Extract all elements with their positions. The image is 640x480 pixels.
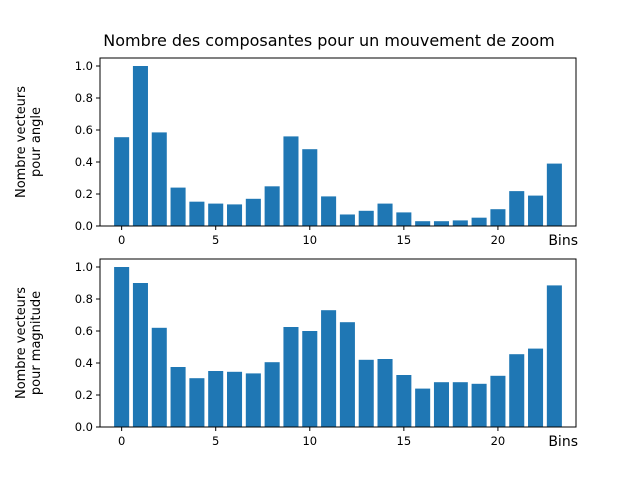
bar-9 [283, 327, 299, 427]
x-axis-label: Bins [548, 233, 578, 249]
bar-17 [433, 382, 449, 427]
x-tick-label: 20 [491, 233, 506, 247]
bar-23 [546, 285, 562, 427]
bar-8 [264, 186, 280, 226]
bar-7 [245, 373, 261, 427]
bar-16 [415, 221, 431, 226]
y-axis-label: Nombre vecteurspour angle [14, 86, 44, 198]
bar-19 [471, 383, 487, 427]
x-tick-label: 20 [491, 434, 506, 448]
bar-2 [151, 327, 167, 427]
x-tick-label: 15 [397, 233, 412, 247]
subplot-2: 0.0 0.2 0.4 0.6 0.8 1.0 0 5 10 15 20 Bins Nombre vec… [14, 258, 578, 450]
bar-1 [132, 283, 148, 427]
y-axis-label: Nombre vecteurspour magnitude [14, 287, 44, 399]
plot-frame [99, 57, 577, 227]
bar-2 [151, 132, 167, 226]
y-axis-label-line: Nombre vecteurs [14, 287, 29, 399]
bar-12 [339, 322, 355, 427]
y-tick-label: 1.0 [75, 59, 93, 73]
bar-15 [396, 375, 412, 427]
plot-frame [99, 258, 577, 428]
y-tick-label: 0.8 [75, 292, 93, 306]
x-tick-label: 15 [397, 434, 412, 448]
bar-11 [321, 310, 337, 427]
bar-23 [546, 163, 562, 226]
subplot-1: 0.0 0.2 0.4 0.6 0.8 1.0 0 5 10 15 20 Bins Nombre vec… [14, 57, 578, 249]
bar-0 [114, 137, 130, 226]
bar-4 [189, 378, 205, 427]
bar-0 [114, 267, 130, 427]
y-tick-label: 0.2 [75, 388, 93, 402]
bar-7 [245, 198, 261, 226]
y-tick-label: 0.2 [75, 187, 93, 201]
bar-10 [302, 331, 318, 427]
bar-14 [377, 203, 393, 226]
y-axis-label-line: pour magnitude [29, 291, 44, 395]
bar-22 [528, 348, 544, 427]
x-tick-label: 5 [212, 233, 219, 247]
bar-1 [132, 66, 148, 226]
bar-15 [396, 212, 412, 226]
y-tick-label: 0.8 [75, 91, 93, 105]
y-tick-label: 0.4 [75, 356, 93, 370]
bar-18 [452, 382, 468, 427]
bar-22 [528, 195, 544, 226]
y-tick-label: 0.6 [75, 123, 93, 137]
x-tick-label: 10 [302, 434, 317, 448]
bar-3 [170, 187, 186, 226]
bar-10 [302, 149, 318, 226]
bar-16 [415, 388, 431, 427]
y-tick-label: 0.6 [75, 324, 93, 338]
y-axis-label-line: Nombre vecteurs [14, 86, 29, 198]
x-tick-label: 10 [302, 233, 317, 247]
x-tick-label: 0 [118, 233, 125, 247]
bar-17 [433, 221, 449, 226]
x-tick-label: 0 [118, 434, 125, 448]
bar-19 [471, 217, 487, 226]
bar-21 [509, 354, 525, 427]
y-tick-label: 0.0 [75, 420, 93, 434]
bar-4 [189, 201, 205, 226]
bar-12 [339, 214, 355, 226]
bar-5 [208, 203, 224, 226]
bar-6 [227, 371, 243, 427]
bar-3 [170, 367, 186, 427]
y-axis-label-line: pour angle [29, 107, 44, 177]
bar-9 [283, 136, 299, 226]
bar-21 [509, 191, 525, 226]
bar-18 [452, 220, 468, 226]
chart-panels: 0.0 0.2 0.4 0.6 0.8 1.0 0 5 10 15 20 Bins Nombre vec… [14, 57, 578, 450]
bar-11 [321, 196, 337, 226]
bar-20 [490, 375, 506, 427]
y-tick-label: 1.0 [75, 260, 93, 274]
bar-14 [377, 359, 393, 427]
bar-8 [264, 362, 280, 427]
x-tick-label: 5 [212, 434, 219, 448]
chart-title: Nombre des composantes pour un mouvement… [103, 31, 555, 50]
bar-13 [358, 359, 374, 427]
bar-6 [227, 204, 243, 226]
y-tick-label: 0.0 [75, 219, 93, 233]
bar-5 [208, 371, 224, 427]
bar-13 [358, 210, 374, 226]
x-axis-label: Bins [548, 434, 578, 450]
y-tick-label: 0.4 [75, 155, 93, 169]
bar-20 [490, 209, 506, 226]
